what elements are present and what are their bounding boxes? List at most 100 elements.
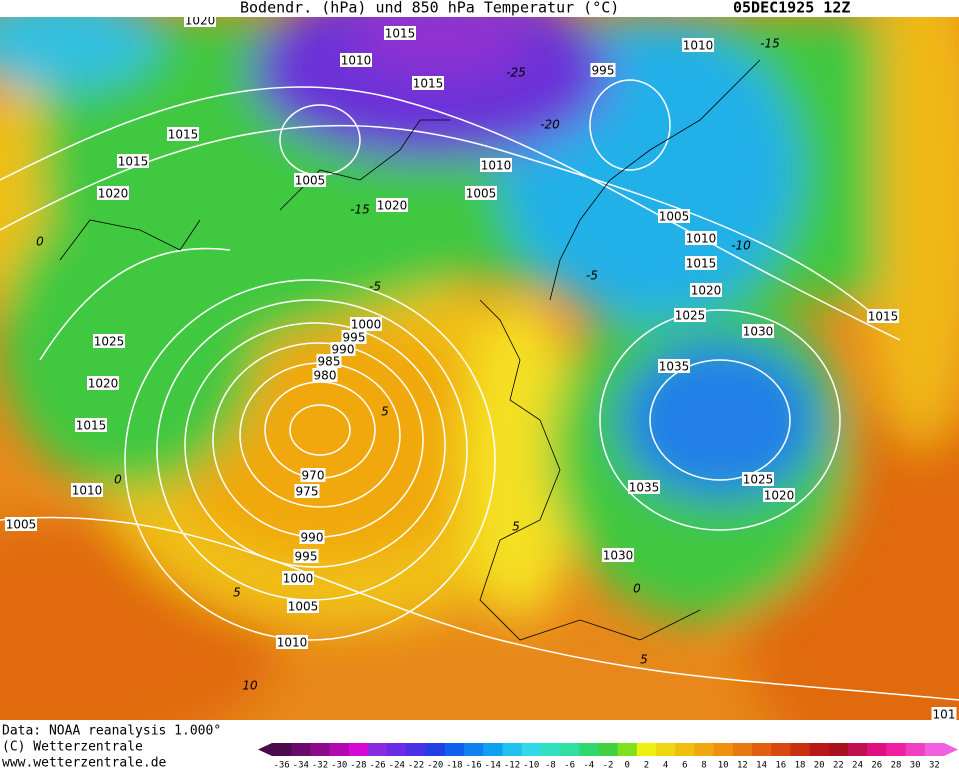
colorbar-cell bbox=[502, 743, 523, 756]
isobar-label-box bbox=[330, 342, 356, 356]
colorbar-label: -24 bbox=[389, 761, 405, 770]
colorbar-label: 26 bbox=[871, 761, 882, 770]
colorbar-label: 14 bbox=[756, 761, 767, 770]
isobar-label: 1010 bbox=[481, 159, 512, 173]
temperature-label: 5 bbox=[640, 653, 648, 667]
colorbar-label: -4 bbox=[583, 761, 594, 770]
coastlines bbox=[59, 59, 761, 641]
isobar-label: 1005 bbox=[288, 600, 319, 614]
isobar-label-box bbox=[602, 548, 634, 562]
isobar-label-box bbox=[117, 154, 149, 168]
isobar-label: 1030 bbox=[743, 325, 774, 339]
isobar-label: 1020 bbox=[691, 284, 722, 298]
isobar-label: 1020 bbox=[88, 377, 119, 391]
colorbar-label: 0 bbox=[624, 761, 629, 770]
colorbar-label: 22 bbox=[833, 761, 844, 770]
colorbar-label: -14 bbox=[485, 761, 501, 770]
footer-url: www.wetterzentrale.de bbox=[2, 756, 167, 770]
isobar-label: 1015 bbox=[385, 27, 416, 41]
isobar-label: 970 bbox=[302, 469, 325, 483]
isobar-label-box bbox=[340, 53, 372, 67]
colorbar-cell bbox=[368, 743, 388, 756]
isobar-label-box bbox=[5, 517, 37, 531]
colorbar: -36 -34 -32 -30 -28 -26 -24 -22 -20 -18 -16 -14 -12-… bbox=[258, 743, 958, 770]
colorbar-label: 12 bbox=[737, 761, 748, 770]
isobar-label-box bbox=[384, 26, 416, 40]
isobar-label-box bbox=[742, 324, 774, 338]
isobar-label-box bbox=[276, 635, 308, 649]
colorbar-label: 8 bbox=[701, 761, 706, 770]
isobar-label: 1005 bbox=[295, 174, 326, 188]
colorbar-cell bbox=[617, 743, 638, 756]
colorbar-arrow-low bbox=[258, 743, 272, 756]
isobar-label-box bbox=[742, 472, 774, 486]
isobar-label: 1015 bbox=[76, 419, 107, 433]
colorbar-cell bbox=[905, 743, 926, 756]
isobar-label-box bbox=[690, 283, 722, 297]
colorbar-arrow-high bbox=[944, 743, 958, 756]
colorbar-label: 10 bbox=[718, 761, 729, 770]
isobar-label-box bbox=[93, 334, 125, 348]
colorbar-cell bbox=[387, 743, 407, 756]
map-title: Bodendr. (hPa) und 850 hPa Temperatur (°… bbox=[240, 0, 619, 17]
temperature-label: -5 bbox=[369, 280, 381, 294]
colorbar-cell bbox=[329, 743, 350, 756]
temperature-label: 0 bbox=[114, 473, 122, 487]
isobar-label-box bbox=[316, 354, 342, 368]
isobar-label-box bbox=[763, 488, 795, 502]
footer-data: Data: NOAA reanalysis 1.000° bbox=[2, 724, 221, 739]
temperature-label: 10 bbox=[242, 679, 258, 693]
temperature-label: -15 bbox=[350, 203, 370, 217]
colorbar-cell bbox=[848, 743, 868, 756]
isobar-label-box bbox=[75, 418, 107, 432]
isobar-label: 1010 bbox=[277, 636, 308, 650]
colorbar-label: 18 bbox=[795, 761, 806, 770]
colorbar-cell bbox=[540, 743, 561, 756]
isobar-label-box bbox=[658, 209, 690, 223]
isobar-label: 101 bbox=[933, 708, 956, 722]
colorbar-cell bbox=[867, 743, 887, 756]
colorbar-label: 4 bbox=[663, 761, 668, 770]
isobar-label-box bbox=[480, 158, 512, 172]
colorbar-label: -32 bbox=[312, 761, 328, 770]
isobar-label: 995 bbox=[343, 331, 366, 345]
isobar-label: 975 bbox=[296, 485, 319, 499]
colorbar-label: -2 bbox=[603, 761, 614, 770]
isobar-label-box bbox=[350, 317, 382, 331]
isobar-label: 995 bbox=[295, 550, 318, 564]
colorbar-label: -26 bbox=[369, 761, 385, 770]
colorbar-cell bbox=[560, 743, 580, 756]
isobar-label-box bbox=[167, 127, 199, 141]
colorbar-label: 28 bbox=[891, 761, 902, 770]
isobar-label: 1010 bbox=[72, 484, 103, 498]
colorbar-label: 6 bbox=[682, 761, 687, 770]
colorbar-cell bbox=[310, 743, 331, 756]
colorbar-label: -16 bbox=[465, 761, 481, 770]
temperature-label: -15 bbox=[760, 37, 780, 51]
isobar-label-box bbox=[287, 599, 319, 613]
isobar-label: 1025 bbox=[743, 473, 774, 487]
colorbar-label: -36 bbox=[273, 761, 289, 770]
temperature-label: 5 bbox=[512, 520, 520, 534]
isobar-label-box bbox=[293, 549, 319, 563]
isobar-label-box bbox=[341, 330, 367, 344]
isobar-label: 1035 bbox=[629, 481, 660, 495]
isobar-label: 1000 bbox=[283, 572, 314, 586]
isobar-label: 1035 bbox=[659, 360, 690, 374]
colorbar-label: 24 bbox=[852, 761, 863, 770]
isobar-label-box bbox=[674, 308, 706, 322]
colorbar-label: -12 bbox=[504, 761, 520, 770]
isobar-label-box bbox=[300, 468, 326, 482]
isobar-label-box bbox=[97, 186, 129, 200]
isobar-label-box bbox=[682, 38, 714, 52]
isobar-label-box bbox=[376, 198, 408, 212]
colorbar-cell bbox=[886, 743, 907, 756]
colorbar-cell bbox=[425, 743, 446, 756]
colorbar-cell bbox=[272, 743, 292, 756]
temperature-label: -25 bbox=[506, 66, 526, 80]
isobar-label: 1025 bbox=[675, 309, 706, 323]
isobar-label: 980 bbox=[314, 369, 337, 383]
temperature-label: -5 bbox=[586, 269, 598, 283]
colorbar-cell bbox=[521, 743, 542, 756]
